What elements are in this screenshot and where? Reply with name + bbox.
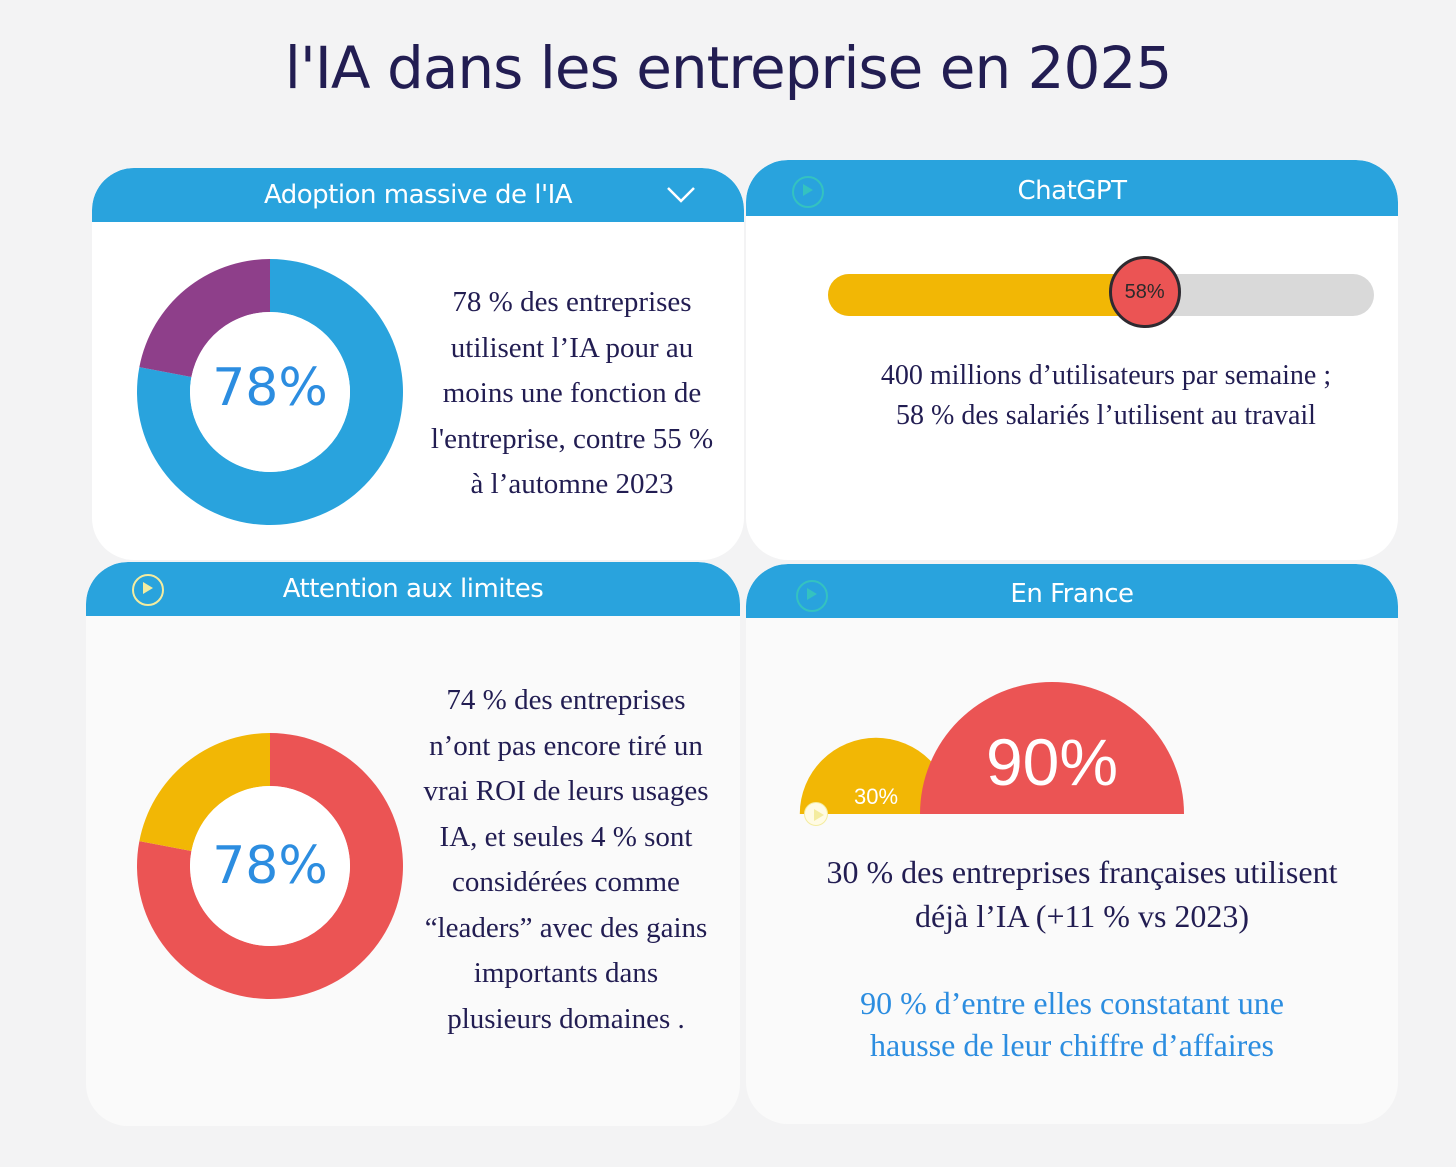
adoption-donut-label: 78%: [212, 358, 328, 418]
france-semicircle-chart: [799, 682, 1184, 814]
chatgpt-progress-knob[interactable]: 58%: [1108, 256, 1181, 328]
limits-donut-slice-1: [139, 733, 270, 852]
play-circle-icon[interactable]: [132, 574, 164, 606]
text-line: n’ont pas encore tiré un: [429, 729, 703, 762]
card-adoption-header[interactable]: Adoption massive de l'IA: [92, 168, 744, 222]
adoption-donut-slice-0: [136, 259, 403, 525]
text-line: considérées comme: [452, 866, 680, 898]
play-circle-icon[interactable]: [804, 802, 828, 826]
text-line: vrai ROI de leurs usages: [423, 775, 709, 807]
limits-text: 74 % des entreprises n’ont pas encore ti…: [406, 678, 726, 1042]
text-line: importants dans: [473, 957, 659, 989]
text-line: 30 % des entreprises françaises utilisen…: [826, 854, 1338, 890]
adoption-donut-hole: [190, 312, 350, 472]
card-france-header[interactable]: En France: [746, 564, 1398, 618]
limits-donut-label: 78%: [212, 836, 328, 896]
chatgpt-progress-fill: [828, 274, 1145, 316]
limits-donut-chart: [136, 733, 403, 999]
card-chatgpt: ChatGPT 58% 400 millions d’utilisateurs …: [746, 160, 1398, 560]
chatgpt-progress-track: 58%: [828, 256, 1374, 328]
adoption-donut-slice-1: [139, 259, 270, 378]
france-text-main: 30 % des entreprises françaises utilisen…: [766, 850, 1398, 938]
france-semicircle-1: [920, 682, 1184, 814]
card-france: En France 30% 90% 30 % des entreprises f…: [746, 564, 1398, 1124]
adoption-donut-chart: [136, 259, 403, 525]
card-france-title: En France: [1010, 579, 1134, 609]
page-title: l'IA dans les entreprise en 2025: [284, 34, 1173, 102]
text-line: à l’automne 2023: [470, 468, 674, 500]
text-line: “leaders” avec des gains: [424, 911, 708, 944]
limits-donut-slice-0: [136, 733, 403, 999]
chatgpt-text: 400 millions d’utilisateurs par semaine …: [786, 356, 1398, 436]
text-line: IA, et seules 4 % sont: [439, 820, 693, 853]
play-circle-icon[interactable]: [796, 580, 828, 612]
france-text-highlight: 90 % d’entre elles constatant une hausse…: [746, 982, 1398, 1066]
limits-donut-hole: [190, 786, 350, 946]
card-limits-title: Attention aux limites: [282, 574, 544, 604]
text-line: utilisent l’IA pour au: [450, 331, 694, 364]
text-line: l'entreprise, contre 55 %: [430, 422, 714, 455]
card-adoption: Adoption massive de l'IA 78% 78 % des en…: [92, 168, 744, 560]
play-circle-icon[interactable]: [792, 176, 824, 208]
adoption-text: 78 % des entreprises utilisent l’IA pour…: [412, 280, 732, 508]
france-semicircle-0: [799, 737, 953, 814]
chatgpt-progress-label: 58%: [1124, 281, 1165, 303]
france-big-label: 90%: [985, 725, 1119, 799]
text-line: 58 % des salariés l’utilisent au travail: [896, 400, 1316, 431]
card-chatgpt-title: ChatGPT: [1017, 176, 1127, 206]
text-line: 74 % des entreprises: [446, 684, 686, 716]
card-limits: Attention aux limites 78% 74 % des entre…: [86, 562, 740, 1126]
card-chatgpt-header[interactable]: ChatGPT: [746, 160, 1398, 216]
text-line: plusieurs domaines .: [447, 1002, 685, 1035]
text-line: hausse de leur chiffre d’affaires: [870, 1027, 1274, 1063]
france-small-label: 30%: [853, 784, 899, 809]
card-limits-header[interactable]: Attention aux limites: [86, 562, 740, 616]
text-line: moins une fonction de: [442, 377, 702, 409]
text-line: déjà l’IA (+11 % vs 2023): [914, 898, 1250, 934]
text-line: 78 % des entreprises: [452, 286, 692, 318]
text-line: 400 millions d’utilisateurs par semaine …: [880, 360, 1332, 391]
text-line: 90 % d’entre elles constatant une: [860, 985, 1284, 1021]
card-adoption-title: Adoption massive de l'IA: [263, 180, 573, 210]
chevron-down-icon[interactable]: [666, 186, 696, 204]
